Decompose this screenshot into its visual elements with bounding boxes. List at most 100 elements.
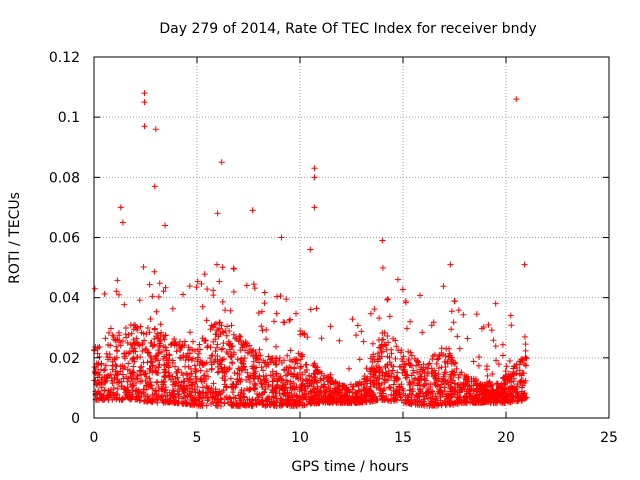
data-point xyxy=(285,400,292,407)
data-point xyxy=(265,353,272,360)
data-point xyxy=(357,399,364,406)
data-point xyxy=(318,395,325,402)
data-point xyxy=(367,383,374,390)
data-point xyxy=(378,353,385,360)
data-point xyxy=(451,297,458,304)
data-point xyxy=(194,389,201,396)
data-point xyxy=(160,381,167,388)
data-point xyxy=(114,277,121,284)
data-point xyxy=(164,392,171,399)
data-point xyxy=(289,358,296,365)
data-point xyxy=(366,390,373,397)
data-point xyxy=(118,383,125,390)
data-point xyxy=(125,350,132,357)
data-point xyxy=(452,387,459,394)
data-point xyxy=(406,378,413,385)
data-point xyxy=(273,361,280,368)
data-point xyxy=(245,373,252,380)
data-point xyxy=(455,307,462,314)
data-point xyxy=(216,319,223,326)
data-point xyxy=(353,332,360,339)
data-point xyxy=(102,362,109,369)
data-point xyxy=(358,328,365,335)
data-point xyxy=(442,402,449,409)
data-point xyxy=(169,305,176,312)
data-point xyxy=(248,402,255,409)
data-point xyxy=(148,398,155,405)
data-point xyxy=(129,355,136,362)
data-point xyxy=(372,372,379,379)
data-point xyxy=(286,317,293,324)
data-point xyxy=(146,375,153,382)
data-point xyxy=(378,341,385,348)
data-point xyxy=(297,394,304,401)
data-point xyxy=(385,372,392,379)
data-point xyxy=(460,311,467,318)
data-point xyxy=(492,300,499,307)
data-point xyxy=(124,339,131,346)
data-point xyxy=(246,386,253,393)
data-point xyxy=(349,316,356,323)
data-point xyxy=(326,399,333,406)
data-point xyxy=(270,387,277,394)
data-point xyxy=(244,369,251,376)
data-point xyxy=(436,386,443,393)
data-point xyxy=(320,376,327,383)
data-point xyxy=(245,401,252,408)
data-point xyxy=(379,348,386,355)
data-point xyxy=(212,336,219,343)
data-point xyxy=(439,391,446,398)
data-point xyxy=(263,336,270,343)
y-tick-label: 0.04 xyxy=(49,291,80,307)
data-point xyxy=(91,285,98,292)
data-point xyxy=(237,347,244,354)
data-point xyxy=(244,350,251,357)
data-point xyxy=(307,246,314,253)
data-point xyxy=(141,337,148,344)
data-point xyxy=(110,389,117,396)
data-point xyxy=(196,401,203,408)
data-point xyxy=(228,351,235,358)
data-point xyxy=(451,380,458,387)
x-tick-label: 0 xyxy=(90,430,99,446)
data-point xyxy=(448,308,455,315)
data-point xyxy=(402,372,409,379)
data-point xyxy=(448,326,455,333)
data-point xyxy=(251,285,258,292)
data-point xyxy=(336,380,343,387)
data-point xyxy=(177,355,184,362)
data-point xyxy=(116,395,123,402)
data-point xyxy=(290,380,297,387)
data-point xyxy=(430,319,437,326)
data-point xyxy=(280,386,287,393)
data-point xyxy=(182,338,189,345)
data-point xyxy=(310,362,317,369)
data-point xyxy=(113,372,120,379)
data-point xyxy=(373,384,380,391)
data-point xyxy=(141,99,148,106)
data-point xyxy=(303,361,310,368)
data-point xyxy=(143,382,150,389)
data-point xyxy=(414,358,421,365)
data-point xyxy=(424,395,431,402)
data-point xyxy=(128,394,135,401)
data-point xyxy=(211,395,218,402)
data-point xyxy=(227,395,234,402)
data-point xyxy=(193,284,200,291)
data-point xyxy=(213,331,220,338)
data-point xyxy=(327,391,334,398)
data-point xyxy=(367,373,374,380)
y-tick-label: 0.1 xyxy=(58,110,80,126)
data-point xyxy=(396,387,403,394)
data-point xyxy=(170,381,177,388)
data-point xyxy=(149,363,156,370)
data-point xyxy=(214,341,221,348)
data-point xyxy=(151,183,158,190)
data-point xyxy=(429,388,436,395)
data-point xyxy=(119,371,126,378)
data-point xyxy=(160,343,167,350)
data-point xyxy=(287,316,294,323)
data-point xyxy=(503,372,510,379)
data-point xyxy=(255,310,262,317)
data-point xyxy=(186,350,193,357)
